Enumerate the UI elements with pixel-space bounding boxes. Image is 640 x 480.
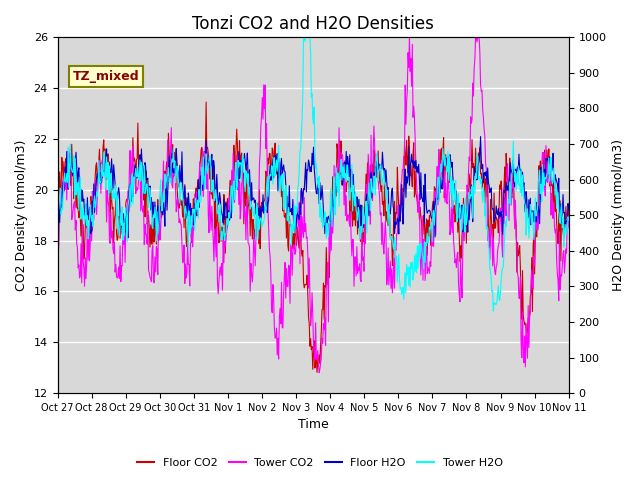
X-axis label: Time: Time (298, 419, 328, 432)
Text: TZ_mixed: TZ_mixed (73, 70, 140, 83)
Legend: Floor CO2, Tower CO2, Floor H2O, Tower H2O: Floor CO2, Tower CO2, Floor H2O, Tower H… (133, 453, 507, 472)
Y-axis label: H2O Density (mmol/m3): H2O Density (mmol/m3) (612, 139, 625, 291)
Y-axis label: CO2 Density (mmol/m3): CO2 Density (mmol/m3) (15, 140, 28, 291)
Title: Tonzi CO2 and H2O Densities: Tonzi CO2 and H2O Densities (192, 15, 434, 33)
